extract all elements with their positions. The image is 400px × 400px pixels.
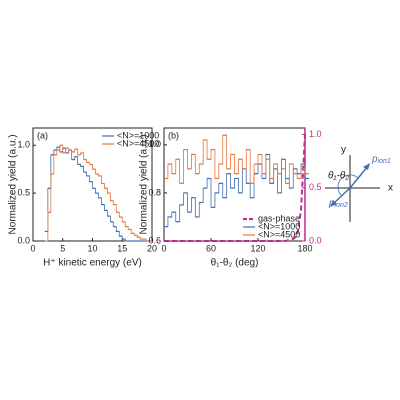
- x-tick-label: 20: [147, 243, 157, 253]
- y-axis-label: Normalized yield (a.u.): [139, 134, 150, 234]
- x-tick-label: 10: [87, 243, 97, 253]
- legend-label: <N>=1000: [258, 221, 300, 231]
- x-axis-label: H⁺ kinetic energy (eV): [43, 258, 142, 269]
- legend-label: <N>=4500: [117, 138, 159, 148]
- y-tick-label: 0.5: [17, 187, 30, 197]
- step-risers: [44, 146, 152, 242]
- arrow: [349, 165, 369, 189]
- y-tick-label: 0.6: [148, 235, 161, 245]
- step-risers: [164, 134, 309, 184]
- y2-tick-label: 0.5: [309, 182, 322, 192]
- x-label: x: [388, 183, 393, 194]
- arrow-head: [363, 163, 370, 170]
- x-tick-label: 180: [297, 243, 312, 253]
- p2: p: [328, 198, 335, 209]
- y-tick-label: 0.8: [148, 187, 161, 197]
- y-axis-label: Normalized yield (a.u.): [8, 134, 19, 234]
- angle-arc: [337, 174, 359, 197]
- y-tick-label: 1.0: [17, 140, 30, 150]
- panel-label: (b): [168, 130, 179, 140]
- x-tick-label: 0: [30, 243, 35, 253]
- x-tick-label: 120: [250, 243, 265, 253]
- p1-label: pion1: [371, 154, 391, 165]
- y2-tick-label: 0.0: [309, 235, 322, 245]
- angle-label: θ₁-θ₂: [328, 171, 349, 182]
- x-axis-label: θ₁-θ₂ (deg): [211, 258, 259, 269]
- x-tick-label: 60: [206, 243, 216, 253]
- legend-label: <N>=4500: [258, 229, 300, 239]
- panel-label: (a): [37, 130, 48, 140]
- y-tick-label: 1.0: [148, 139, 161, 149]
- x-tick-label: 5: [60, 243, 65, 253]
- diagram: x y θ₁-θ₂ pion1 pion2: [325, 145, 393, 222]
- arrow-head: [330, 200, 337, 207]
- p2-sub: ion2: [335, 202, 348, 209]
- p2-label: pion2: [328, 198, 348, 209]
- x-tick-label: 0: [161, 243, 166, 253]
- y-tick-label: 0.0: [17, 235, 30, 245]
- y2-tick-label: 1.0: [309, 129, 322, 139]
- p1-sub: ion1: [378, 158, 391, 165]
- p1: p: [371, 154, 378, 165]
- y-label: y: [341, 145, 346, 156]
- x-tick-label: 15: [117, 243, 127, 253]
- legend-label: gas-phase: [258, 213, 300, 223]
- legend-label: <N>=1000: [117, 130, 159, 140]
